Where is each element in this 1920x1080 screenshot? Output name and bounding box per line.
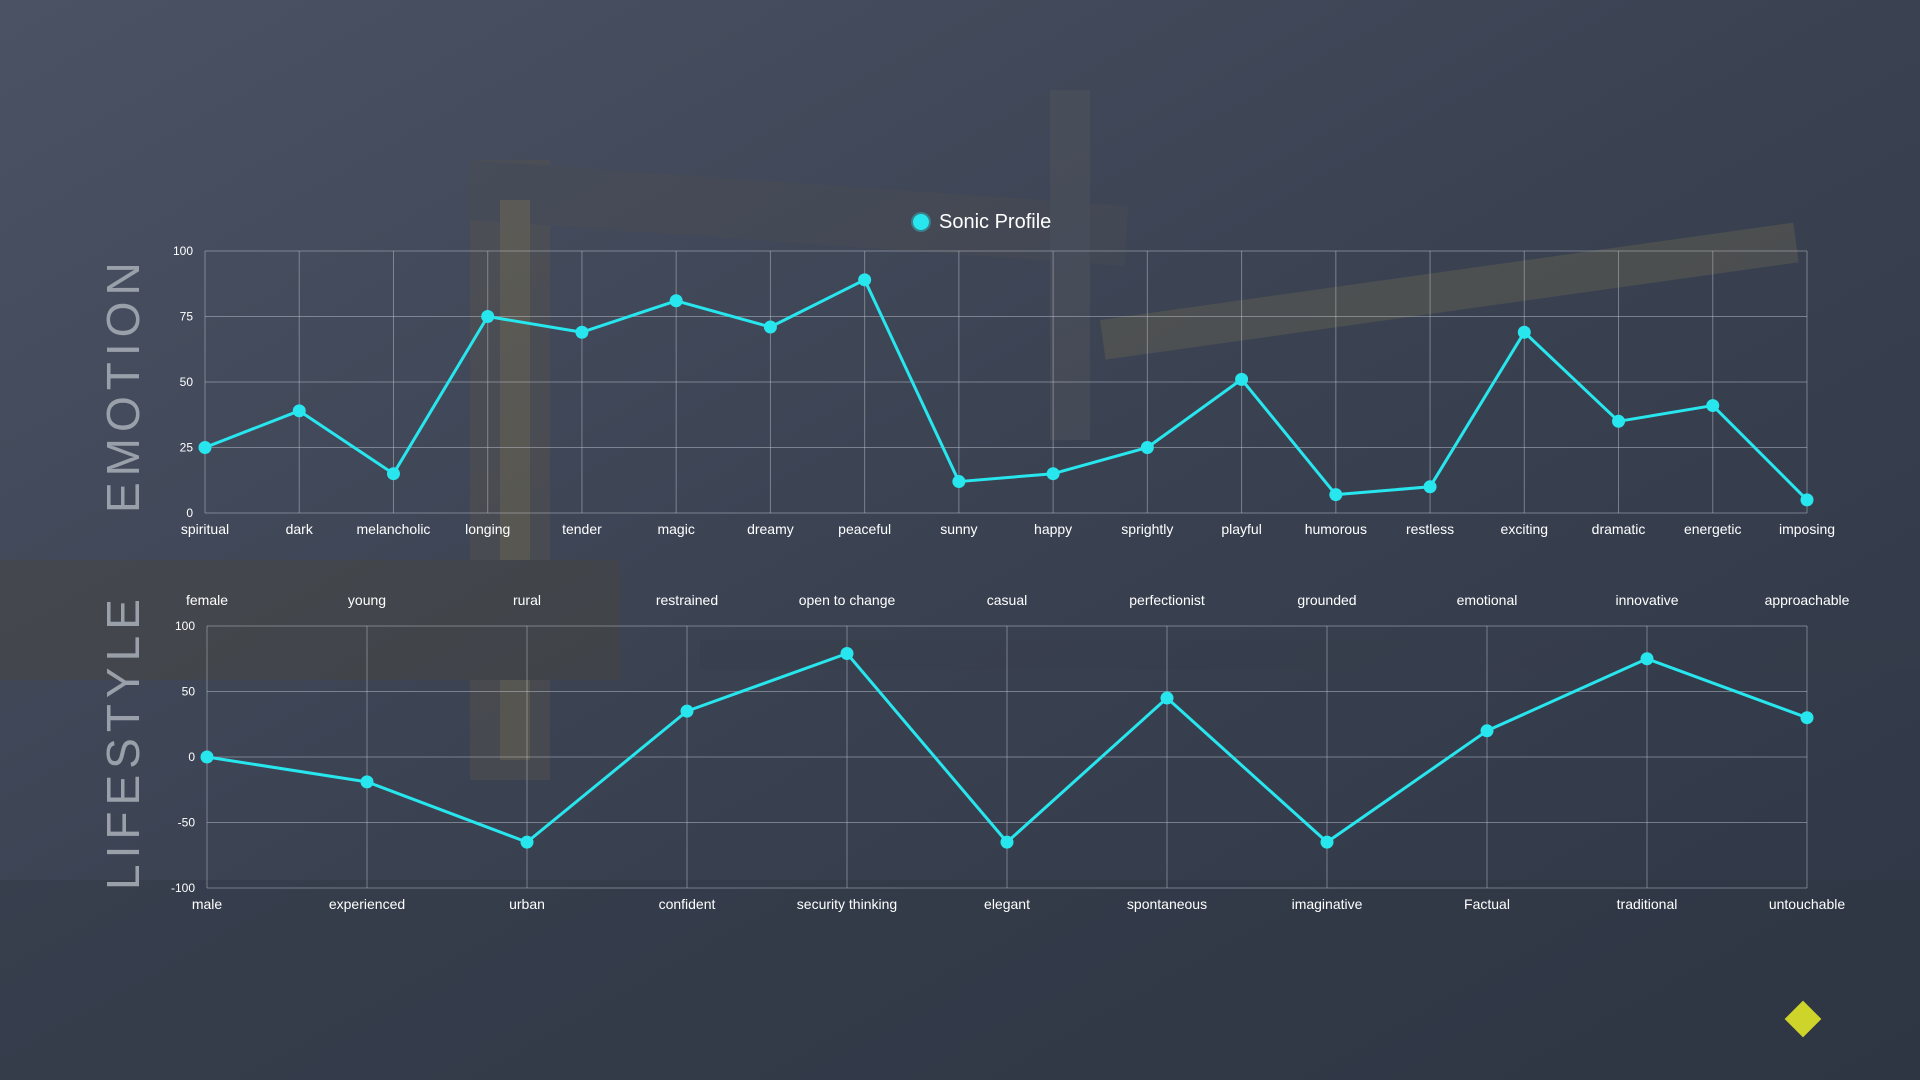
emotion-data-point [669, 294, 683, 308]
lifestyle-data-point [1640, 652, 1654, 666]
emotion-x-tick-label: happy [1034, 521, 1072, 537]
emotion-data-point [1423, 480, 1437, 494]
lifestyle-top-tick-label: approachable [1765, 592, 1850, 608]
emotion-x-tick-label: imposing [1779, 521, 1835, 537]
emotion-data-point [1329, 488, 1343, 502]
lifestyle-data-point [1000, 835, 1014, 849]
lifestyle-x-tick-label: confident [659, 896, 716, 912]
lifestyle-y-tick-label: 100 [175, 619, 195, 633]
lifestyle-x-tick-label: male [192, 896, 223, 912]
lifestyle-y-tick-label: -50 [178, 816, 196, 830]
emotion-x-tick-label: magic [657, 521, 694, 537]
emotion-y-tick-label: 50 [180, 375, 194, 389]
lifestyle-top-tick-label: perfectionist [1129, 592, 1205, 608]
lifestyle-data-point [840, 647, 854, 661]
emotion-data-point [292, 404, 306, 418]
lifestyle-x-tick-label: Factual [1464, 896, 1510, 912]
emotion-x-tick-label: sprightly [1121, 521, 1173, 537]
lifestyle-data-point [1160, 691, 1174, 705]
emotion-x-tick-label: humorous [1305, 521, 1367, 537]
emotion-x-tick-label: tender [562, 521, 602, 537]
lifestyle-data-point [1480, 724, 1494, 738]
emotion-data-point [1235, 372, 1249, 386]
emotion-data-point [1612, 414, 1626, 428]
emotion-section-title: EMOTION [97, 256, 149, 513]
lifestyle-x-tick-label: spontaneous [1127, 896, 1207, 912]
lifestyle-top-tick-label: open to change [799, 592, 896, 608]
lifestyle-top-tick-label: rural [513, 592, 541, 608]
emotion-data-point [952, 475, 966, 489]
lifestyle-y-tick-label: 0 [188, 750, 195, 764]
emotion-chart: 0 25 50 75 100 spiritual dark melancholic longin… [173, 244, 1835, 537]
chart-legend: Sonic Profile [913, 208, 1051, 236]
emotion-data-point [1706, 399, 1720, 413]
emotion-x-tick-label: playful [1221, 521, 1261, 537]
lifestyle-top-tick-label: grounded [1297, 592, 1356, 608]
emotion-x-tick-label: peaceful [838, 521, 891, 537]
lifestyle-top-tick-label: emotional [1457, 592, 1518, 608]
lifestyle-data-point [520, 835, 534, 849]
lifestyle-x-tick-label: security thinking [797, 896, 897, 912]
lifestyle-x-tick-label: imaginative [1292, 896, 1363, 912]
lifestyle-data-point [1320, 835, 1334, 849]
emotion-data-point [858, 273, 872, 287]
emotion-data-point [1140, 441, 1154, 454]
lifestyle-chart: -100 -50 0 50 100 male experienced urban confide… [171, 592, 1850, 912]
lifestyle-data-point [200, 750, 214, 764]
lifestyle-section-title: LIFESTYLE [97, 593, 149, 890]
emotion-series-line [204, 278, 1809, 501]
emotion-data-point [386, 467, 400, 481]
lifestyle-y-tick-label: 50 [182, 685, 196, 699]
emotion-x-tick-label: melancholic [357, 521, 431, 537]
emotion-data-point [763, 320, 777, 334]
lifestyle-x-tick-label: elegant [984, 896, 1030, 912]
emotion-x-tick-label: dark [286, 521, 314, 537]
lifestyle-data-point [1800, 711, 1814, 725]
lifestyle-x-tick-label: untouchable [1769, 896, 1846, 912]
lifestyle-top-tick-label: restrained [656, 592, 718, 608]
emotion-data-point [1517, 325, 1531, 339]
emotion-y-tick-label: 25 [180, 441, 194, 455]
lifestyle-x-tick-label: urban [509, 896, 545, 912]
emotion-x-tick-label: longing [465, 521, 510, 537]
emotion-x-tick-label: exciting [1501, 521, 1548, 537]
emotion-x-tick-label: dramatic [1592, 521, 1646, 537]
lifestyle-top-tick-label: female [186, 592, 228, 608]
emotion-y-tick-label: 0 [186, 506, 193, 520]
lifestyle-top-tick-label: casual [987, 592, 1027, 608]
lifestyle-y-tick-label: -100 [171, 881, 195, 895]
emotion-data-point [575, 325, 589, 339]
lifestyle-data-point [360, 775, 374, 789]
emotion-x-tick-label: dreamy [747, 521, 794, 537]
emotion-data-point [481, 310, 495, 323]
emotion-y-tick-label: 100 [173, 244, 193, 258]
lifestyle-data-point [680, 704, 694, 718]
emotion-x-tick-label: energetic [1684, 521, 1742, 537]
legend-label: Sonic Profile [939, 210, 1052, 233]
emotion-x-tick-label: restless [1406, 521, 1454, 537]
emotion-x-tick-label: sunny [940, 521, 977, 537]
emotion-data-point [1800, 493, 1814, 507]
emotion-x-tick-label: spiritual [181, 521, 229, 537]
lifestyle-x-tick-label: experienced [329, 896, 405, 912]
lifestyle-top-tick-label: innovative [1615, 592, 1678, 608]
emotion-y-tick-label: 75 [180, 310, 194, 324]
emotion-data-point [198, 441, 212, 454]
emotion-data-point [1046, 467, 1060, 481]
lifestyle-x-tick-label: traditional [1617, 896, 1678, 912]
lifestyle-top-tick-label: young [348, 592, 386, 608]
legend-dot-icon [913, 214, 929, 230]
